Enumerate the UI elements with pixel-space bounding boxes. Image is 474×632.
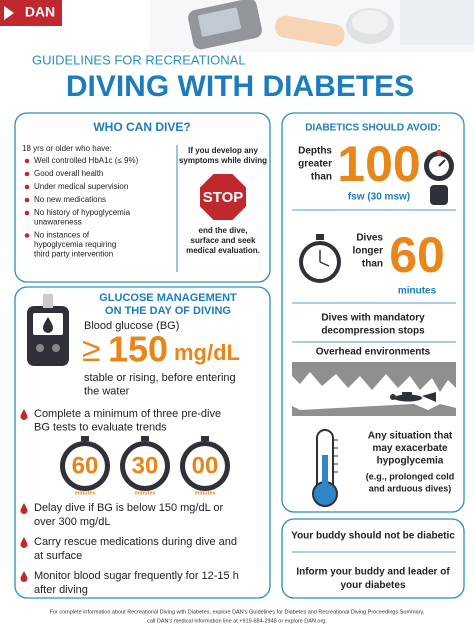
- timer-value: 30: [132, 452, 159, 479]
- criterion: Under medical supervision: [34, 182, 128, 191]
- criterion: third party intervention: [34, 250, 113, 259]
- section-title: DIABETICS SHOULD AVOID:: [305, 123, 441, 134]
- criterion: Well controlled HbA1c (≤ 9%): [34, 156, 139, 165]
- bullet: [24, 171, 30, 177]
- depth-gauge-icon: [424, 150, 454, 205]
- buddy-rule: Your buddy should not be diabetic: [291, 531, 455, 542]
- footer: For complete information about Recreatio…: [50, 609, 425, 615]
- bullet: [24, 158, 30, 164]
- duration-unit: minutes: [398, 286, 437, 297]
- timer-face: [185, 446, 225, 486]
- bg-unit: mg/dL: [174, 340, 240, 365]
- tip: after diving: [34, 584, 88, 596]
- overhead: Overhead environments: [316, 347, 431, 358]
- tip: at surface: [34, 550, 82, 562]
- bullet: [24, 233, 30, 238]
- bg-label: Blood glucose (BG): [84, 320, 179, 332]
- section-title: ON THE DAY OF DIVING: [105, 305, 231, 317]
- decompression: decompression stops: [321, 326, 425, 337]
- bullet: [24, 184, 30, 190]
- depth-text: greater: [298, 159, 332, 170]
- subtitle: GUIDELINES FOR RECREATIONAL: [32, 52, 246, 67]
- bullet: [24, 197, 30, 203]
- bg-symbol: ≥: [82, 331, 101, 369]
- timer-label: minutes: [134, 490, 155, 496]
- stop-action: medical evaluation.: [186, 246, 260, 255]
- duration-text: longer: [352, 246, 383, 257]
- stopwatch-icon: [299, 234, 341, 283]
- stop-sign: [200, 174, 246, 220]
- tip: over 300 mg/dL: [34, 516, 110, 528]
- hypoglycemia: may exacerbate: [372, 443, 447, 454]
- tip: Delay dive if BG is below 150 mg/dL or: [34, 502, 223, 514]
- tip: Monitor blood sugar frequently for 12-15…: [34, 570, 239, 582]
- buddy-inform: Inform your buddy and leader of: [296, 567, 450, 578]
- drop-bullet: [20, 571, 28, 582]
- depth-text: Depths: [298, 146, 332, 157]
- tip: Carry rescue medications during dive and: [34, 536, 237, 548]
- timer-label: minutes: [74, 490, 95, 496]
- stop-action: surface and seek: [191, 236, 256, 245]
- depth-text: than: [311, 172, 332, 183]
- duration-value: 60: [389, 227, 445, 283]
- stop-condition: symptoms while diving: [179, 156, 267, 165]
- dividers: [292, 209, 456, 553]
- hypoglycemia: Any situation that: [368, 431, 453, 442]
- timer-label: minutes: [194, 490, 215, 496]
- criterion: No history of hypoglycemia: [34, 208, 131, 217]
- duration-text: Dives: [356, 233, 383, 244]
- meter-icon: [27, 294, 69, 366]
- cave-icon: [292, 362, 456, 416]
- hypoglycemia-examples: (e.g., prolonged cold: [366, 471, 455, 481]
- intro: 18 yrs or older who have:: [22, 144, 112, 153]
- section-title: WHO CAN DIVE?: [93, 120, 190, 134]
- criterion: No new medications: [34, 195, 106, 204]
- drop-bullet: [20, 409, 28, 421]
- thermometer-icon: [312, 429, 338, 507]
- bg-note: stable or rising, before entering: [84, 372, 236, 384]
- title: DIVING WITH DIABETES: [66, 70, 414, 103]
- stop-text: STOP: [203, 189, 244, 206]
- panels: [14, 112, 465, 599]
- timer-knob: [81, 436, 89, 441]
- bg-note: the water: [84, 385, 130, 397]
- timer-value: 00: [192, 452, 219, 479]
- logo: DAN: [25, 4, 55, 20]
- timer-knob: [141, 436, 149, 441]
- bullet: [24, 210, 30, 216]
- timer-value: 60: [72, 452, 99, 479]
- criterion: unawareness: [34, 218, 82, 227]
- section-title: GLUCOSE MANAGEMENT: [99, 292, 237, 304]
- criterion: Good overall health: [34, 169, 103, 178]
- tests: Complete a minimum of three pre-dive: [34, 408, 221, 420]
- bg-value: 150: [108, 329, 168, 370]
- drop-bullet: [20, 503, 28, 514]
- stop-condition: If you develop any: [188, 146, 258, 155]
- drop-bullet: [20, 537, 28, 549]
- timer-face: [65, 446, 105, 486]
- hypoglycemia-examples: and arduous dives): [369, 483, 452, 493]
- timer-knob: [201, 436, 209, 441]
- tests: BG tests to evaluate trends: [34, 421, 167, 433]
- timer-face: [125, 446, 165, 486]
- depth-value: 100: [337, 136, 420, 192]
- depth-unit: fsw (30 msw): [348, 192, 410, 203]
- stop-action: end the dive,: [199, 226, 248, 235]
- buddy-inform: your diabetes: [340, 580, 405, 591]
- footer: call DAN's medical information line at +…: [147, 618, 327, 624]
- criterion: hypoglycemia requiring: [34, 240, 116, 249]
- criterion: No instances of: [34, 231, 90, 240]
- header-photo: [150, 0, 474, 52]
- logo-flag: [4, 6, 14, 20]
- decompression: Dives with mandatory: [321, 313, 425, 324]
- duration-text: than: [362, 259, 383, 270]
- hypoglycemia: hypoglycemia: [377, 456, 444, 467]
